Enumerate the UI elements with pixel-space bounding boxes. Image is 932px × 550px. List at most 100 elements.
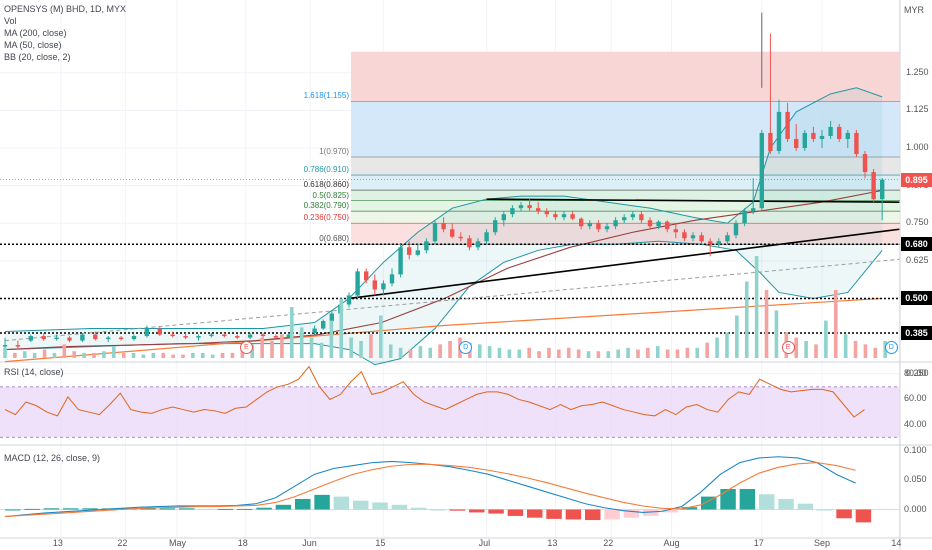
volume-bar (448, 341, 452, 358)
candle-body (647, 220, 653, 227)
candle-body (41, 336, 46, 340)
price-tick-label: 0.250 (906, 367, 929, 378)
macd-label[interactable]: MACD (12, 26, close, 9) (4, 453, 101, 463)
volume-bar (270, 341, 274, 358)
volume-bar (82, 352, 86, 358)
ma50-label[interactable]: MA (50, close) (4, 40, 62, 50)
fib-level-label: 1(0.970) (319, 147, 349, 157)
volume-bar (537, 351, 541, 358)
price-tag: 0.385 (901, 326, 932, 341)
macd-tick-label: 0.100 (904, 444, 927, 455)
vol-label[interactable]: Vol (4, 16, 17, 26)
candle-body (622, 217, 627, 221)
macd-histogram-bar (643, 509, 659, 516)
symbol-title[interactable]: OPENSYS (M) BHD, 1D, MYX (4, 4, 127, 14)
macd-histogram-bar (855, 509, 872, 523)
volume-bar (32, 352, 37, 358)
volume-bar (161, 352, 166, 358)
candle-body (183, 336, 188, 338)
candle-body (699, 235, 704, 242)
candle-body (587, 223, 592, 227)
volume-bar (309, 337, 314, 358)
volume-bar (636, 349, 640, 358)
volume-bar (181, 354, 185, 358)
fib-band (351, 200, 900, 212)
volume-bar (329, 320, 334, 358)
rsi-label[interactable]: RSI (14, close) (4, 367, 64, 377)
event-marker[interactable]: E (239, 341, 253, 354)
currency-label: MYR (904, 5, 924, 15)
x-tick-label: 13 (547, 538, 558, 548)
macd-histogram-bar (797, 503, 814, 510)
volume-bar (280, 334, 284, 358)
candle-body (501, 214, 506, 221)
macd-histogram-bar (430, 509, 446, 511)
macd-histogram-bar (391, 504, 408, 510)
candle-body (673, 229, 678, 233)
volume-bar (230, 352, 235, 358)
volume-bar (616, 349, 620, 358)
macd-histogram-bar (662, 509, 678, 513)
bb-label[interactable]: BB (20, close, 2) (4, 52, 71, 62)
fib-level-label: 0(0.680) (319, 234, 349, 244)
macd-histogram-bar (817, 509, 833, 511)
candle-body (458, 236, 463, 239)
macd-histogram-bar (701, 496, 717, 510)
candle-body (118, 337, 124, 340)
volume-bar (369, 334, 373, 358)
volume-bar (744, 281, 749, 358)
volume-bar (655, 346, 660, 358)
x-tick-label: 13 (52, 538, 63, 548)
volume-bar (685, 347, 690, 358)
event-marker[interactable]: E (781, 341, 795, 354)
macd-histogram-bar (604, 509, 620, 520)
volume-bar (319, 342, 324, 358)
candle-body (802, 132, 807, 148)
volume-bar (388, 344, 393, 358)
candle-body (80, 334, 85, 341)
macd-histogram-bar (333, 496, 350, 510)
macd-histogram-bar (159, 508, 176, 510)
candle-body (222, 334, 227, 337)
macd-histogram-bar (411, 507, 427, 510)
event-marker[interactable]: D (884, 341, 898, 354)
candle-body (794, 138, 799, 148)
candle-body (845, 132, 850, 139)
macd-legend: MACD (12, 26, close, 9) (4, 452, 100, 464)
rsi-pane (0, 365, 900, 438)
volume-bar (527, 347, 531, 358)
candle-body (235, 336, 240, 338)
volume-bar (92, 352, 96, 358)
price-tick-label: 0.625 (906, 254, 929, 265)
volume-bar (774, 310, 779, 358)
candle-body (561, 214, 567, 218)
candle-body (716, 241, 721, 245)
price-tick-label: 1.250 (906, 66, 929, 77)
volume-bar (201, 352, 205, 358)
fib-level-label: 0.786(0.910) (303, 165, 349, 175)
volume-bar (596, 351, 601, 358)
candle-body (544, 211, 549, 215)
ma200-label[interactable]: MA (200, close) (4, 28, 67, 38)
fib-band (351, 101, 900, 158)
candle-body (570, 214, 575, 219)
event-marker[interactable]: D (459, 341, 473, 354)
candle-body (157, 328, 162, 335)
volume-bar (665, 349, 670, 358)
candle-body (733, 223, 739, 236)
candle-body (630, 214, 635, 218)
fib-level-label: 0.236(0.750) (303, 213, 349, 223)
volume-bar (72, 351, 77, 358)
candle-body (656, 221, 661, 227)
macd-histogram-bar (759, 494, 775, 510)
price-pane (0, 12, 900, 366)
volume-bar (52, 352, 57, 358)
macd-tick-label: 0.000 (904, 503, 927, 514)
volume-bar (646, 347, 650, 358)
fib-band (351, 51, 900, 102)
candle-body (260, 334, 266, 337)
candle-body (690, 235, 696, 239)
candle-body (286, 334, 291, 338)
macd-histogram-bar (836, 509, 852, 519)
